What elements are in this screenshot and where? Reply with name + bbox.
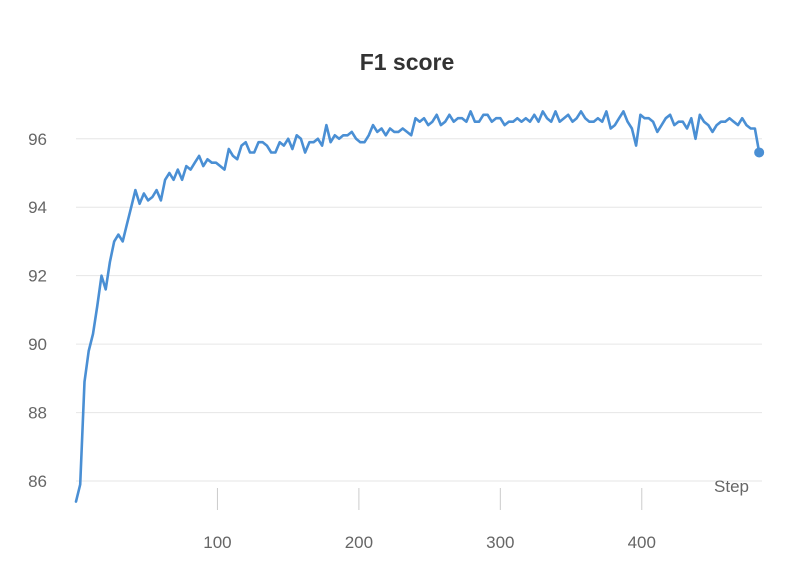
y-tick-label: 86 xyxy=(28,472,47,491)
x-tick-label: 200 xyxy=(345,533,373,552)
y-axis-ticks: 86 88 90 92 94 96 xyxy=(28,130,47,491)
y-tick-label: 90 xyxy=(28,335,47,354)
last-point-marker xyxy=(754,147,765,158)
chart-title: F1 score xyxy=(360,49,455,75)
series-group xyxy=(74,110,765,503)
y-tick-label: 88 xyxy=(28,404,47,423)
x-tick-label: 300 xyxy=(486,533,514,552)
x-axis-ticks: 100 200 300 400 xyxy=(203,488,656,552)
x-tick-label: 400 xyxy=(628,533,656,552)
y-tick-label: 92 xyxy=(28,267,47,286)
y-tick-label: 94 xyxy=(28,198,47,217)
y-tick-label: 96 xyxy=(28,130,47,149)
grid-lines xyxy=(76,138,762,482)
x-axis-label: Step xyxy=(714,477,749,496)
x-tick-label: 100 xyxy=(203,533,231,552)
series-line xyxy=(74,110,761,503)
